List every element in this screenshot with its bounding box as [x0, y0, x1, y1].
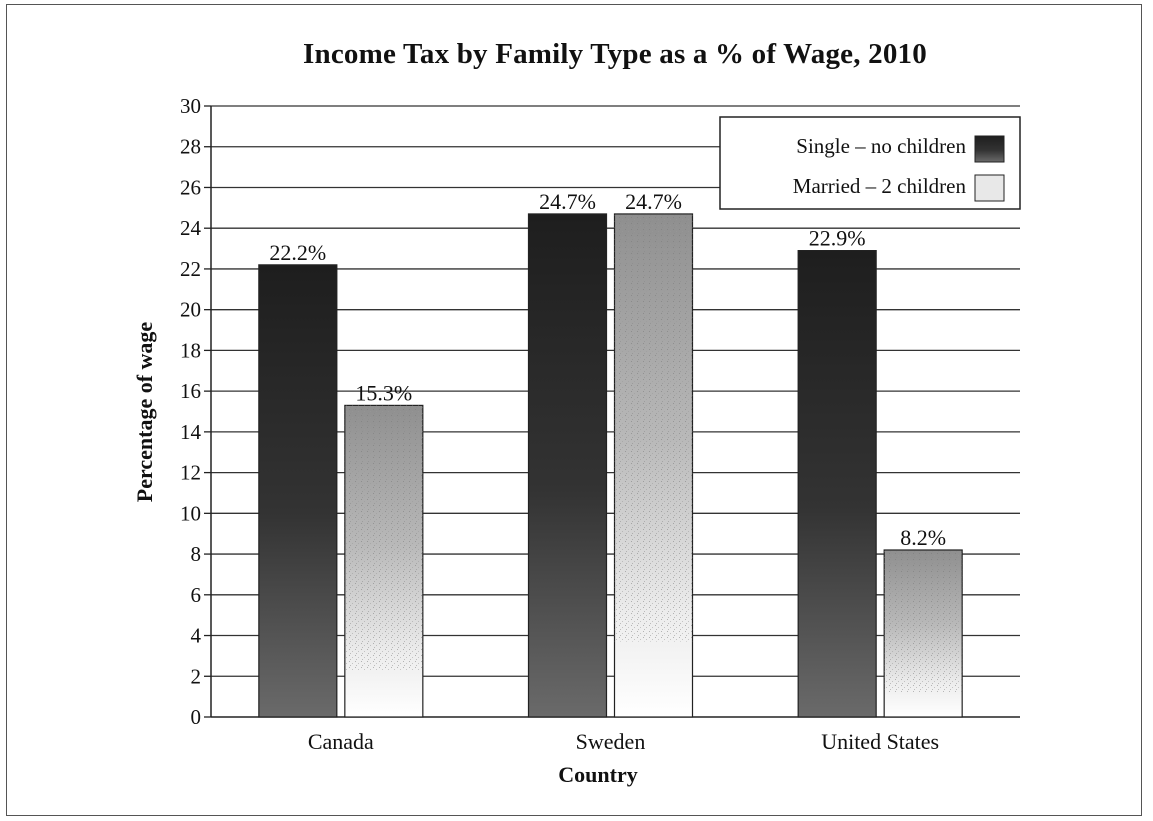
y-tick-label: 2	[191, 664, 202, 688]
legend-swatch-married	[974, 174, 1005, 202]
legend-box	[719, 116, 1021, 210]
y-tick-label: 30	[180, 94, 201, 118]
bar-single-sweden	[527, 213, 608, 718]
legend-label-single: Single – no children	[796, 134, 966, 158]
data-label: 22.2%	[269, 240, 326, 265]
x-category-label: Sweden	[576, 729, 646, 754]
bar-texture	[884, 549, 963, 692]
y-tick-label: 6	[191, 583, 202, 607]
data-labels: 22.2% 15.3% 24.7% 24.7% 22.9% 8.2%	[269, 189, 946, 550]
legend-swatch-single	[974, 135, 1005, 163]
bar-texture	[614, 213, 693, 642]
data-label: 22.9%	[809, 226, 866, 251]
bar-single-canada	[258, 264, 338, 718]
bar-texture	[344, 405, 423, 671]
y-tick-label: 22	[180, 257, 201, 281]
bar-single-united-states	[797, 250, 877, 718]
x-category-label: United States	[821, 729, 939, 754]
bars	[258, 213, 963, 718]
y-tick-label: 8	[191, 542, 202, 566]
y-tick-label: 24	[180, 216, 202, 240]
y-tick-label: 14	[180, 420, 202, 444]
y-tick-label: 12	[180, 461, 201, 485]
data-label: 24.7%	[625, 189, 682, 214]
y-tick-label: 0	[191, 705, 202, 729]
y-tick-label: 28	[180, 135, 201, 159]
y-tick-label: 20	[180, 298, 201, 322]
chart-title: Income Tax by Family Type as a % of Wage…	[303, 38, 927, 70]
y-tick-label: 18	[180, 338, 201, 362]
x-axis-title: Country	[558, 762, 637, 787]
y-tick-label: 16	[180, 379, 201, 403]
y-tick-label: 26	[180, 175, 201, 199]
y-axis-title: Percentage of wage	[132, 322, 157, 503]
y-tick-label: 4	[191, 624, 202, 648]
y-tick-label: 10	[180, 501, 201, 525]
x-category-label: Canada	[308, 729, 374, 754]
legend: Single – no children Married – 2 childre…	[719, 116, 1021, 210]
data-label: 15.3%	[355, 380, 412, 405]
legend-label-married: Married – 2 children	[793, 174, 967, 198]
data-label: 8.2%	[900, 525, 946, 550]
data-label: 24.7%	[539, 189, 596, 214]
